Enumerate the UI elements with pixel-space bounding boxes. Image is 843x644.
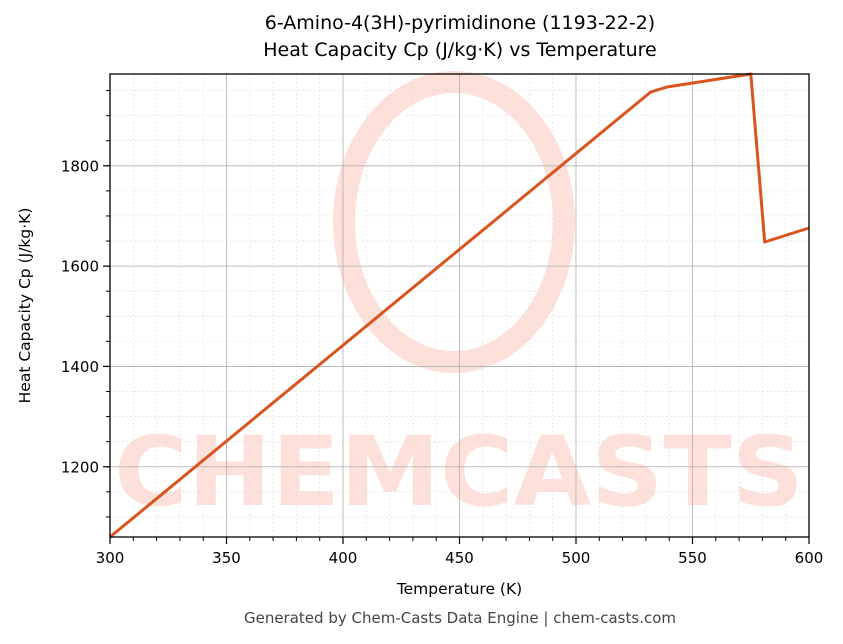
- chart-title-line1: 6-Amino-4(3H)-pyrimidinone (1193-22-2): [264, 12, 656, 34]
- svg-text:1600: 1600: [61, 258, 99, 276]
- svg-text:600: 600: [795, 549, 824, 567]
- svg-text:500: 500: [562, 549, 591, 567]
- watermark-logo: CHEMCASTS: [114, 71, 804, 528]
- svg-text:550: 550: [678, 549, 707, 567]
- svg-text:350: 350: [212, 549, 241, 567]
- svg-text:1400: 1400: [61, 358, 99, 376]
- grid-lines: [109, 74, 810, 537]
- x-axis-label: Temperature (K): [396, 580, 522, 598]
- svg-text:450: 450: [445, 549, 474, 567]
- footer-credit: Generated by Chem-Casts Data Engine | ch…: [243, 609, 677, 627]
- svg-text:1800: 1800: [61, 157, 99, 175]
- svg-text:CHEMCASTS: CHEMCASTS: [114, 416, 804, 528]
- y-axis-label: Heat Capacity Cp (J/kg·K): [16, 208, 34, 404]
- data-series-line: [109, 72, 810, 539]
- svg-text:400: 400: [329, 549, 358, 567]
- svg-text:1200: 1200: [61, 458, 99, 476]
- axis-ticks: 300 350 400 450 500 550 600 1200 1400 1600 1800: [61, 90, 824, 567]
- chart-title-line2: Heat Capacity Cp (J/kg·K) vs Temperature: [263, 39, 657, 61]
- svg-text:300: 300: [96, 549, 125, 567]
